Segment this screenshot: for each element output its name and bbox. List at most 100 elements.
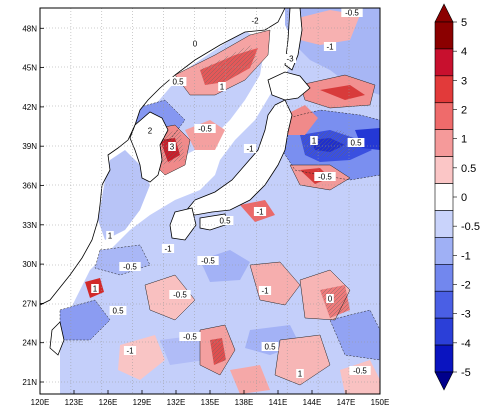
svg-text:-0.5: -0.5: [123, 263, 137, 272]
contour-label: -0.5: [194, 124, 216, 134]
colorbar-segment: [434, 344, 454, 373]
svg-text:0.5: 0.5: [219, 217, 231, 226]
colorbar-label: 2: [461, 105, 467, 117]
contour-label: -1: [161, 244, 175, 254]
svg-text:-0.5: -0.5: [318, 173, 332, 182]
colorbar-segment: [434, 210, 454, 238]
colorbar-label: -3: [461, 309, 471, 321]
lon-label: 126E: [99, 398, 118, 407]
lon-axis-labels: 120E 123E 126E 129E 132E 135E 138E 141E 144E 147E…: [31, 398, 390, 407]
svg-text:0.5: 0.5: [112, 307, 124, 316]
contour-label: 1: [91, 284, 99, 294]
svg-text:-0.5: -0.5: [198, 125, 212, 134]
lon-label: 129E: [133, 398, 152, 407]
contour-label: -0.5: [169, 290, 191, 300]
colorbar-segment: [434, 237, 454, 265]
svg-text:1: 1: [93, 285, 98, 294]
contour-label: 1: [310, 136, 318, 146]
colorbar-label: 3: [461, 75, 467, 87]
contour-label: -0.5: [314, 172, 336, 182]
contour-label: 2: [146, 126, 154, 136]
svg-text:0.5: 0.5: [350, 139, 362, 148]
lat-label: 36N: [22, 182, 37, 191]
colorbar-label: -1: [461, 250, 471, 262]
colorbar-segment: [434, 183, 454, 211]
lon-label: 147E: [337, 398, 356, 407]
korean-peninsula: [129, 111, 169, 183]
contour-label: -1: [253, 207, 267, 217]
contour-label: -0.5: [341, 8, 363, 18]
contour-label: -0.5: [349, 366, 371, 376]
svg-text:-3: -3: [286, 55, 294, 64]
svg-text:0.5: 0.5: [264, 343, 276, 352]
colorbar: 5 4 3 2 1 0.5 0 -0.5 -1 -2 -3 -4 -5: [434, 3, 480, 391]
contour-label: 3: [168, 142, 176, 152]
contour-label: -0.5: [197, 256, 219, 266]
colorbar-segment: [434, 317, 454, 346]
svg-text:-0.5: -0.5: [173, 291, 187, 300]
colorbar-label: 0.5: [461, 163, 476, 175]
colorbar-label: -4: [461, 338, 471, 350]
contour-label: 0.5: [347, 138, 365, 148]
lon-label: 120E: [31, 398, 50, 407]
svg-text:-2: -2: [251, 17, 259, 26]
colorbar-segment: [434, 21, 454, 50]
contour-label: -0.5: [119, 262, 141, 272]
lat-label: 30N: [22, 260, 37, 269]
lat-label: 21N: [22, 378, 37, 387]
lat-label: 39N: [22, 142, 37, 151]
svg-text:1: 1: [312, 137, 317, 146]
contour-label: -1: [243, 144, 257, 154]
lat-axis-labels: 21N 24N 27N 30N 33N 36N 39N 42N 45N 48N: [22, 24, 37, 387]
contour-label: 0: [326, 294, 334, 304]
svg-text:0: 0: [328, 295, 333, 304]
contour-label: 1: [106, 231, 114, 241]
lat-label: 48N: [22, 24, 37, 33]
svg-text:-1: -1: [261, 287, 269, 296]
svg-text:-1: -1: [246, 145, 254, 154]
contour-label: 0.5: [216, 216, 234, 226]
lon-label: 123E: [65, 398, 84, 407]
contour-label: -2: [248, 16, 262, 26]
colorbar-label: -0.5: [461, 221, 480, 233]
contour-label: 0: [191, 39, 199, 49]
svg-text:-1: -1: [326, 43, 334, 52]
colorbar-bottom-arrow: [434, 371, 454, 391]
contour-label: -3: [283, 54, 297, 64]
svg-text:-0.5: -0.5: [353, 367, 367, 376]
svg-text:2: 2: [148, 127, 153, 136]
colorbar-label: 4: [461, 46, 467, 58]
svg-text:-0.5: -0.5: [183, 333, 197, 342]
svg-text:-1: -1: [256, 208, 264, 217]
lat-label: 33N: [22, 221, 37, 230]
hokkaido: [267, 71, 311, 101]
colorbar-segment: [434, 48, 454, 77]
colorbar-label: 5: [461, 17, 467, 29]
lon-label: 150E: [371, 398, 390, 407]
lat-label: 45N: [22, 64, 37, 73]
yellow-sea: [98, 150, 150, 240]
colorbar-segment: [434, 102, 454, 130]
svg-text:1: 1: [298, 370, 303, 379]
svg-text:0: 0: [193, 40, 198, 49]
colorbar-segment: [434, 129, 454, 157]
colorbar-top-arrow: [434, 3, 454, 23]
colorbar-label: 0: [461, 192, 467, 204]
mainland-asia: [40, 8, 286, 306]
contour-label: 1: [218, 82, 226, 92]
contour-label: -1: [123, 346, 137, 356]
svg-text:-0.5: -0.5: [345, 9, 359, 18]
svg-text:3: 3: [170, 143, 175, 152]
colorbar-segment: [434, 290, 454, 319]
lon-label: 141E: [269, 398, 288, 407]
lat-label: 27N: [22, 299, 37, 308]
colorbar-segment: [434, 156, 454, 184]
taiwan: [49, 321, 65, 356]
contour-label: -1: [323, 42, 337, 52]
map-panel: -0.5 -1 -2 -3 0 0.5 1 2 3 -0.5 -1 1 0.5 -0.5 -1 0.5 1 -0.…: [40, 8, 380, 394]
lon-label: 132E: [167, 398, 186, 407]
lat-label: 24N: [22, 339, 37, 348]
svg-text:-1: -1: [126, 347, 134, 356]
